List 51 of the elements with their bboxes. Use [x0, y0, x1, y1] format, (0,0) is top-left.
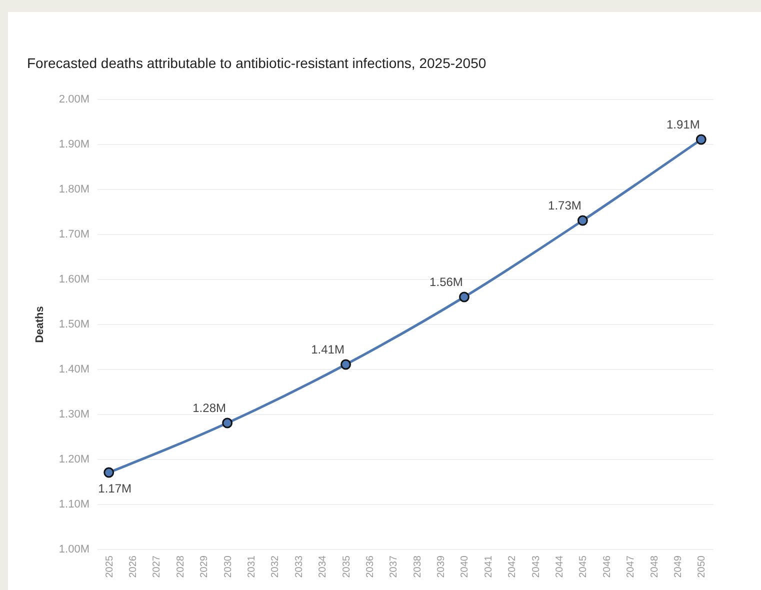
y-tick-label: 1.80M [58, 184, 90, 196]
y-tick-label: 1.90M [58, 138, 90, 150]
y-tick-label: 1.70M [58, 228, 90, 240]
x-tick-label: 2046 [602, 555, 613, 578]
y-tick-label: 1.60M [58, 274, 90, 286]
x-tick-label: 2029 [199, 555, 210, 578]
y-tick-label: 1.40M [58, 364, 90, 376]
point [459, 292, 470, 302]
y-tick-label: 1.50M [58, 318, 90, 330]
x-tick-label: 2050 [696, 555, 708, 578]
y-axis-title: Deaths [34, 306, 46, 343]
y-tick-label: 2.00M [58, 94, 90, 106]
point [104, 467, 114, 478]
x-tick-label: 2033 [294, 555, 305, 578]
x-tick-label: 2039 [436, 555, 448, 578]
x-tick-label: 2036 [364, 555, 376, 578]
data-label: 1.91M [666, 118, 700, 132]
data-label: 1.17M [98, 482, 132, 496]
x-tick-label: 2038 [412, 555, 424, 578]
x-tick-label: 2041 [483, 555, 494, 578]
y-tick-label: 1.30M [58, 408, 90, 420]
x-tick-label: 2047 [626, 555, 637, 578]
x-tick-label: 2043 [530, 555, 542, 578]
x-tick-label: 2040 [460, 555, 471, 578]
x-tick-label: 2027 [152, 555, 163, 578]
x-tick-label: 2035 [341, 555, 352, 578]
data-label: 1.56M [430, 275, 463, 289]
point [222, 418, 233, 428]
x-tick-label: 2025 [104, 555, 116, 578]
x-tick-label: 2028 [175, 555, 186, 578]
x-tick-label: 2026 [128, 555, 140, 578]
x-tick-label: 2042 [507, 555, 518, 578]
point [340, 359, 351, 370]
x-tick-label: 2034 [318, 555, 329, 578]
x-tick-label: 2030 [222, 555, 234, 578]
chart-title: Forecasted deaths attributable to antibiotic-resistant infections, 2025-2050 [27, 55, 486, 71]
x-tick-label: 2032 [270, 555, 282, 578]
x-tick-label: 2044 [554, 555, 566, 578]
x-tick-label: 2049 [672, 555, 684, 578]
x-tick-label: 2031 [246, 555, 258, 578]
y-tick-label: 1.10M [58, 498, 90, 510]
point [577, 215, 588, 226]
data-label: 1.73M [548, 198, 582, 212]
x-tick-label: 2037 [388, 555, 400, 578]
x-tick-label: 2048 [649, 555, 660, 578]
point [696, 134, 706, 145]
data-label: 1.28M [192, 401, 226, 415]
x-tick-label: 2045 [578, 555, 590, 578]
data-label: 1.41M [311, 342, 344, 356]
y-tick-label: 1.20M [58, 454, 90, 466]
y-tick-label: 1.00M [58, 544, 90, 556]
